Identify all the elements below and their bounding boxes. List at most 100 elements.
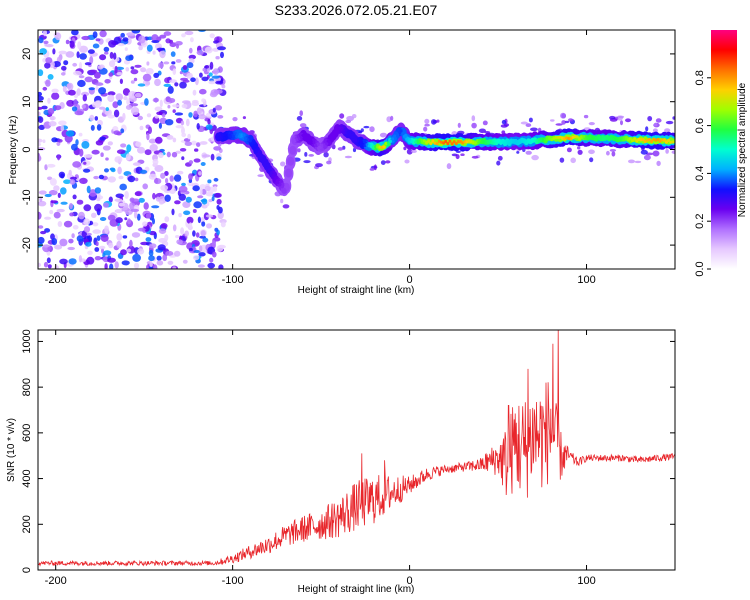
- heatmap-noise-cell: [142, 73, 152, 82]
- heatmap-noise-cell: [208, 72, 213, 77]
- heatmap-ridge-cell: [335, 129, 339, 133]
- y-tick-label: 10: [21, 96, 33, 108]
- heatmap-ridge-cell: [340, 128, 344, 132]
- heatmap-ridge-cell: [242, 133, 246, 137]
- heatmap-noise-cell: [178, 193, 186, 201]
- heatmap-noise-cell: [38, 95, 44, 102]
- heatmap-noise-cell: [379, 132, 388, 138]
- heatmap-ridge-cell: [410, 140, 414, 144]
- heatmap-noise-cell: [213, 177, 219, 182]
- heatmap-noise-cell: [95, 140, 104, 146]
- heatmap-noise-cell: [171, 61, 176, 65]
- heatmap-ridge-cell: [257, 152, 261, 156]
- colorbar-tick-label: 0.8: [694, 70, 706, 85]
- heatmap-noise-cell: [104, 263, 108, 269]
- heatmap-noise-cell: [323, 152, 329, 158]
- heatmap-noise-cell: [174, 82, 179, 87]
- heatmap-noise-cell: [107, 94, 115, 103]
- heatmap-ridge-cell: [594, 136, 598, 140]
- heatmap-noise-cell: [207, 262, 215, 269]
- heatmap-ridge-cell: [263, 161, 267, 165]
- heatmap-noise-cell: [566, 147, 572, 153]
- heatmap-noise-cell: [50, 200, 58, 204]
- heatmap-noise-cell: [201, 204, 208, 209]
- heatmap-noise-cell: [165, 250, 174, 256]
- heatmap-noise-cell: [192, 230, 196, 237]
- heatmap-noise-cell: [206, 223, 212, 229]
- heatmap-noise-cell: [118, 202, 125, 207]
- heatmap-noise-cell: [196, 50, 204, 56]
- spectrogram-x-axis: -200 -100 0 100: [45, 30, 596, 286]
- snr-x-axis: -200 -100 0 100: [45, 330, 596, 587]
- heatmap-noise-cell: [107, 176, 117, 183]
- heatmap-noise-cell: [73, 70, 82, 76]
- heatmap-noise-cell: [363, 125, 370, 129]
- spectrogram-y-label: Frequency (Hz): [8, 116, 19, 185]
- y-tick-label: 0: [21, 146, 33, 152]
- heatmap-noise-cell: [78, 61, 83, 70]
- heatmap-noise-cell: [60, 201, 68, 205]
- heatmap-ridge-cell: [628, 137, 632, 141]
- heatmap-ridge-cell: [416, 140, 420, 144]
- heatmap-noise-cell: [208, 80, 216, 85]
- heatmap-noise-cell: [213, 146, 222, 151]
- heatmap-ridge-cell: [301, 134, 305, 138]
- heatmap-noise-cell: [181, 156, 185, 161]
- heatmap-noise-cell: [471, 123, 476, 128]
- heatmap-ridge-cell: [287, 171, 291, 175]
- heatmap-ridge-cell: [444, 139, 448, 144]
- heatmap-noise-cell: [89, 114, 95, 121]
- heatmap-noise-cell: [647, 116, 653, 122]
- heatmap-noise-cell: [56, 208, 65, 213]
- heatmap-noise-cell: [555, 123, 563, 126]
- heatmap-noise-cell: [72, 225, 79, 230]
- heatmap-noise-cell: [47, 74, 54, 80]
- heatmap-noise-cell: [44, 193, 52, 198]
- heatmap-noise-cell: [89, 56, 94, 65]
- heatmap-noise-cell: [126, 32, 135, 37]
- heatmap-noise-cell: [611, 151, 616, 157]
- heatmap-noise-cell: [181, 182, 186, 187]
- heatmap-noise-cell: [209, 61, 214, 70]
- heatmap-noise-cell: [158, 228, 167, 235]
- heatmap-noise-cell: [303, 160, 311, 164]
- heatmap-ridge-cell: [352, 135, 356, 139]
- heatmap-noise-cell: [137, 115, 143, 121]
- spectrogram-x-label: Height of straight line (km): [298, 285, 415, 296]
- heatmap-ridge-cell: [495, 141, 499, 146]
- heatmap-ridge-cell: [348, 133, 352, 137]
- heatmap-noise-cell: [190, 77, 196, 82]
- heatmap-ridge-cell: [412, 138, 416, 142]
- heatmap-ridge-cell: [539, 138, 543, 142]
- heatmap-ridge-cell: [344, 130, 348, 135]
- heatmap-noise-cell: [38, 236, 45, 244]
- heatmap-ridge-cell: [631, 138, 634, 143]
- heatmap-noise-cell: [588, 122, 595, 126]
- heatmap-noise-cell: [145, 213, 152, 219]
- heatmap-noise-cell: [99, 245, 106, 250]
- heatmap-noise-cell: [174, 250, 181, 257]
- heatmap-ridge-cell: [488, 139, 492, 143]
- heatmap-ridge-cell: [299, 135, 303, 139]
- heatmap-noise-cell: [216, 156, 222, 161]
- heatmap-noise-cell: [120, 249, 127, 256]
- heatmap-noise-cell: [232, 117, 238, 122]
- snr-x-label: Height of straight line (km): [298, 584, 415, 595]
- heatmap-noise-cell: [159, 99, 163, 108]
- heatmap-noise-cell: [191, 101, 200, 106]
- heatmap-ridge-cell: [665, 140, 668, 144]
- heatmap-ridge-cell: [403, 135, 407, 139]
- heatmap-noise-cell: [87, 49, 95, 54]
- heatmap-noise-cell: [606, 150, 610, 156]
- heatmap-noise-cell: [109, 60, 116, 68]
- heatmap-noise-cell: [86, 256, 95, 265]
- heatmap-ridge-cell: [533, 139, 537, 143]
- heatmap-noise-cell: [39, 48, 47, 55]
- heatmap-noise-cell: [528, 117, 533, 123]
- heatmap-noise-cell: [149, 144, 158, 152]
- heatmap-noise-cell: [564, 120, 570, 124]
- heatmap-noise-cell: [204, 185, 211, 192]
- heatmap-noise-cell: [57, 221, 63, 227]
- heatmap-ridge-cell: [473, 141, 477, 145]
- heatmap-noise-cell: [122, 112, 126, 121]
